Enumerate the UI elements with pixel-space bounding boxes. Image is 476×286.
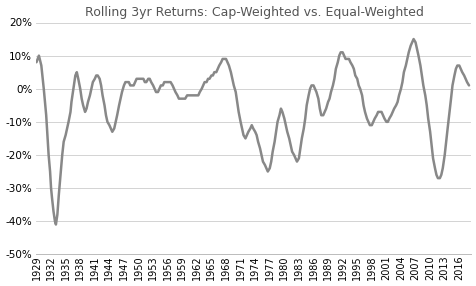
Title: Rolling 3yr Returns: Cap-Weighted vs. Equal-Weighted: Rolling 3yr Returns: Cap-Weighted vs. Eq… xyxy=(84,5,423,19)
